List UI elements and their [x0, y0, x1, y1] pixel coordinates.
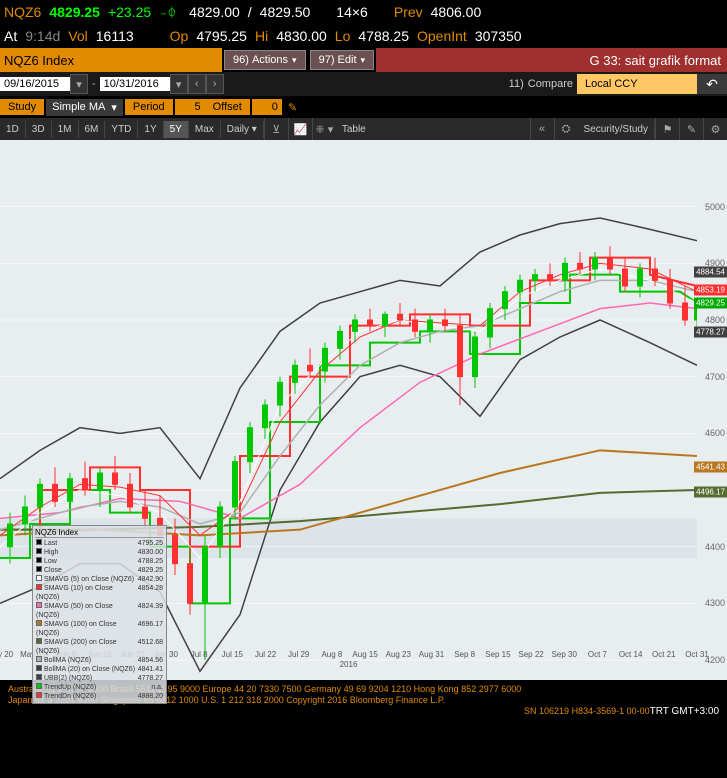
legend-row: SMAVG (100) on Close (NQZ6)4696.17: [35, 620, 164, 638]
legend-box: NQZ6 Index Last4795.25High4830.00Low4788…: [32, 525, 167, 704]
vol-label: Vol: [64, 28, 91, 44]
offset-input[interactable]: 0: [252, 99, 282, 115]
indicator-icon[interactable]: ⁜ ▾: [312, 118, 336, 140]
legend-row: TrendDn (NQZ6)4888.20: [35, 692, 164, 701]
legend-row: SMAVG (5) on Close (NQZ6)4842.90: [35, 575, 164, 584]
slash: /: [244, 4, 256, 20]
quote-row-2: At 9:14d Vol 16113 Op 4795.25 Hi 4830.00…: [0, 24, 727, 48]
range-3d[interactable]: 3D: [26, 121, 52, 138]
legend-row: SMAVG (10) on Close (NQZ6)4854.28: [35, 584, 164, 602]
legend-row: TrendUp (NQZ6)n.a.: [35, 683, 164, 692]
legend-row: SMAVG (200) on Close (NQZ6)4512.68: [35, 638, 164, 656]
edit-icon[interactable]: ✎: [679, 118, 703, 140]
range-6m[interactable]: 6M: [79, 121, 106, 138]
hi-value: 4830.00: [272, 28, 331, 44]
actions-label: Actions: [252, 54, 288, 66]
next-page-button[interactable]: ›: [206, 74, 224, 94]
range-max[interactable]: Max: [189, 121, 221, 138]
legend-row: Close4829.25: [35, 566, 164, 575]
ask-price: 4829.50: [256, 4, 315, 20]
at-value: 9:14d: [21, 28, 64, 44]
collapse-icon[interactable]: «: [530, 118, 554, 140]
interval-select[interactable]: Daily ▾: [221, 121, 264, 138]
compare-code: 11): [509, 78, 524, 90]
flag-icon[interactable]: ⚑: [655, 118, 679, 140]
legend-row: SMAVG (50) on Close (NQZ6)4824.39: [35, 602, 164, 620]
legend-row: High4830.00: [35, 548, 164, 557]
prev-label: Prev: [390, 4, 427, 20]
prev-page-button[interactable]: ‹: [188, 74, 206, 94]
at-label: At: [0, 28, 21, 44]
date-from-dropdown[interactable]: ▾: [70, 74, 88, 94]
lo-label: Lo: [331, 28, 355, 44]
op-label: Op: [166, 28, 193, 44]
period-input[interactable]: 5: [175, 99, 205, 115]
compare-label[interactable]: Compare: [528, 78, 573, 90]
date-toolbar: ▾ - ▾ ‹ › 11) Compare Local CCY ↶: [0, 72, 727, 96]
security-study-button[interactable]: Security/Study: [578, 121, 655, 138]
edit-label: Edit: [338, 54, 357, 66]
legend-row: BollMA (NQZ6)4854.56: [35, 656, 164, 665]
offset-label: Offset: [205, 99, 250, 115]
legend-row: Low4788.25: [35, 557, 164, 566]
range-1y[interactable]: 1Y: [138, 121, 163, 138]
actions-code: 96): [233, 54, 249, 66]
hi-label: Hi: [251, 28, 272, 44]
range-toolbar: 1D 3D 1M 6M YTD 1Y 5Y Max Daily ▾ ⊻ 📈 ⁜ …: [0, 118, 727, 140]
date-to-input[interactable]: [100, 77, 170, 91]
chart-line-icon[interactable]: ⊻: [264, 118, 288, 140]
legend-title: NQZ6 Index: [35, 528, 164, 538]
lo-value: 4788.25: [354, 28, 413, 44]
actions-button[interactable]: 96) Actions ▾: [224, 50, 306, 70]
range-5y[interactable]: 5Y: [164, 121, 189, 138]
caret-down-icon: ▾: [361, 55, 366, 66]
pencil-icon[interactable]: ✎: [288, 101, 297, 114]
quote-row: NQZ6 4829.25 +23.25 ⁓ᛰ 4829.00 / 4829.50…: [0, 0, 727, 24]
size: 14×6: [332, 4, 372, 20]
legend-row: Last4795.25: [35, 539, 164, 548]
range-ytd[interactable]: YTD: [105, 121, 138, 138]
bid-price: 4829.00: [185, 4, 244, 20]
ccy-selector[interactable]: Local CCY: [577, 74, 697, 94]
prev-value: 4806.00: [427, 4, 486, 20]
chart-area[interactable]: 4200430044004500460047004800490050004884…: [0, 140, 727, 680]
edit-button[interactable]: 97) Edit ▾: [310, 50, 374, 70]
chart-type-icon[interactable]: 📈: [288, 118, 312, 140]
footer-tz: TRT GMT+3:00: [650, 706, 719, 717]
index-name: NQZ6 Index: [0, 48, 222, 72]
legend-row: UBB(2) (NQZ6)4778.27: [35, 674, 164, 683]
table-button[interactable]: Table: [336, 121, 372, 138]
footer-sn: SN 106219 H834-3569-1 00-00: [524, 706, 650, 716]
g-message: G 33: sait grafik format: [376, 48, 727, 72]
date-from-input[interactable]: [0, 77, 70, 91]
vol-value: 16113: [92, 28, 138, 44]
caret-down-icon: ▾: [111, 101, 117, 114]
action-bar: NQZ6 Index 96) Actions ▾ 97) Edit ▾ G 33…: [0, 48, 727, 72]
sparkline-icon: ⁓ᛰ: [155, 4, 185, 20]
study-toolbar: Study Simple MA ▾ Period 5 Offset 0 ✎: [0, 96, 727, 118]
price-change: +23.25: [104, 4, 155, 20]
caret-down-icon: ▾: [292, 55, 297, 66]
range-1d[interactable]: 1D: [0, 121, 26, 138]
range-1m[interactable]: 1M: [52, 121, 79, 138]
date-to-dropdown[interactable]: ▾: [170, 74, 188, 94]
last-price: 4829.25: [45, 4, 104, 20]
op-value: 4795.25: [192, 28, 251, 44]
study-label: Study: [0, 99, 44, 115]
oi-label: OpenInt: [413, 28, 471, 44]
back-arrow-button[interactable]: ↶: [697, 74, 727, 94]
date-sep: -: [88, 78, 100, 90]
legend-row: BollMA (20) on Close (NQZ6)4841.41: [35, 665, 164, 674]
ticker-symbol: NQZ6: [0, 4, 45, 20]
y-axis: 4200430044004500460047004800490050004884…: [697, 140, 727, 660]
edit-code: 97): [319, 54, 335, 66]
gear-icon[interactable]: ⚙: [703, 118, 727, 140]
study-type-select[interactable]: Simple MA ▾: [46, 99, 123, 116]
chart-edit-icon[interactable]: ⛭: [554, 118, 578, 140]
period-label: Period: [125, 99, 173, 115]
oi-value: 307350: [471, 28, 526, 44]
